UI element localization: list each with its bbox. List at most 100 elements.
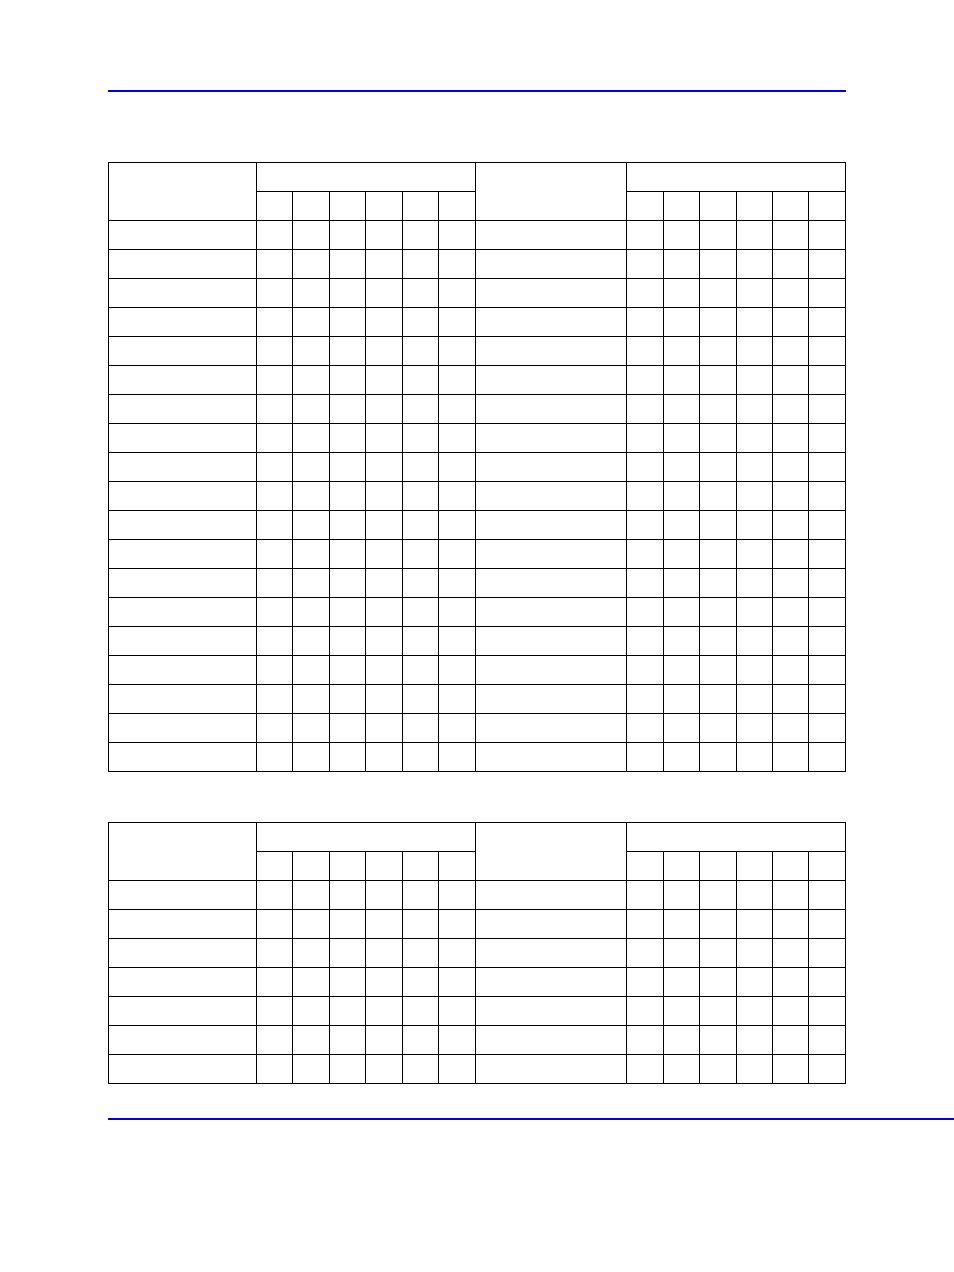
table-1-cell [627, 482, 663, 511]
table-1-cell [439, 250, 475, 279]
table-2-col-mid [475, 823, 627, 881]
table-2-cell [773, 939, 809, 968]
table-2-c-sub-6 [809, 852, 846, 881]
table-1-cell [366, 337, 402, 366]
table-row [109, 685, 846, 714]
table-1-cell [809, 337, 846, 366]
table-1-cell [700, 598, 736, 627]
table-1-cell [329, 221, 365, 250]
table-2-cell [663, 1026, 699, 1055]
table-1-cell [475, 627, 627, 656]
table-row [109, 939, 846, 968]
top-rule [108, 90, 846, 92]
table-1-cell [809, 743, 846, 772]
table-1-cell [366, 453, 402, 482]
table-1-cell [700, 511, 736, 540]
table-1-cell [402, 743, 438, 772]
table-1-cell [809, 482, 846, 511]
table-1-cell [293, 598, 329, 627]
table-1-cell [773, 511, 809, 540]
table-2-cell [663, 939, 699, 968]
table-row [109, 627, 846, 656]
table-1-cell [257, 337, 293, 366]
table-1-cell [402, 656, 438, 685]
table-1-cell [736, 395, 772, 424]
table-1-cell [257, 308, 293, 337]
table-2-cell [475, 939, 627, 968]
table-2-cell [109, 939, 257, 968]
table-1-cell [402, 424, 438, 453]
table-1-cell [809, 569, 846, 598]
table-2-cell [439, 881, 475, 910]
table-1-cell [773, 743, 809, 772]
table-2-cell [109, 881, 257, 910]
table-1-cell [257, 250, 293, 279]
table-1-cell [736, 569, 772, 598]
table-1-cell [700, 250, 736, 279]
table-2-cell [109, 997, 257, 1026]
table-1-cell [329, 250, 365, 279]
table-1-cell [475, 453, 627, 482]
table-1-cell [439, 685, 475, 714]
table-row [109, 395, 846, 424]
table-1-cell [663, 279, 699, 308]
table-1-c-sub-6 [809, 192, 846, 221]
table-1-cell [736, 453, 772, 482]
table-1-cell [109, 424, 257, 453]
table-1-cell [663, 714, 699, 743]
table-1-cell [475, 540, 627, 569]
table-2-cell [475, 910, 627, 939]
table-1-cell [257, 511, 293, 540]
table-2-c-sub-4 [736, 852, 772, 881]
table-1-cell [293, 221, 329, 250]
table-1-cell [773, 453, 809, 482]
table-1-cell [257, 395, 293, 424]
table-1-cell [663, 482, 699, 511]
table-1-group-c-header [627, 163, 846, 192]
table-1-cell [773, 424, 809, 453]
table-2-cell [736, 1026, 772, 1055]
table-1-cell [773, 598, 809, 627]
table-1-cell [293, 453, 329, 482]
table-2-cell [293, 997, 329, 1026]
table-2-cell [773, 910, 809, 939]
table-1-cell [663, 656, 699, 685]
table-1-cell [402, 714, 438, 743]
table-1-cell [700, 308, 736, 337]
table-2-cell [439, 910, 475, 939]
table-1-cell [439, 656, 475, 685]
table-2-cell [366, 1026, 402, 1055]
table-2-group-c-header [627, 823, 846, 852]
table-1-cell [627, 598, 663, 627]
table-1-cell [627, 540, 663, 569]
table-1-cell [257, 366, 293, 395]
table-2-cell [663, 881, 699, 910]
table-1-cell [402, 250, 438, 279]
table-2-cell [402, 1026, 438, 1055]
table-1-cell [329, 511, 365, 540]
table-1-cell [627, 337, 663, 366]
table-2-cell [627, 881, 663, 910]
table-1-a-sub-1 [257, 192, 293, 221]
table-1-cell [700, 337, 736, 366]
table-1-cell [809, 453, 846, 482]
table-2-cell [627, 939, 663, 968]
table-1-cell [773, 366, 809, 395]
table-1-cell [627, 366, 663, 395]
table-2-c-sub-2 [663, 852, 699, 881]
table-1-cell [475, 482, 627, 511]
table-row [109, 997, 846, 1026]
table-2-cell [439, 1026, 475, 1055]
table-1-cell [293, 627, 329, 656]
table-row [109, 540, 846, 569]
table-1-cell [773, 395, 809, 424]
table-2-cell [663, 968, 699, 997]
table-2-cell [109, 1026, 257, 1055]
table-2-header-row-1 [109, 823, 846, 852]
table-1-cell [809, 540, 846, 569]
table-1-cell [475, 598, 627, 627]
table-1-cell [439, 598, 475, 627]
table-2-cell [736, 910, 772, 939]
table-2-cell [257, 997, 293, 1026]
table-1-cell [773, 482, 809, 511]
